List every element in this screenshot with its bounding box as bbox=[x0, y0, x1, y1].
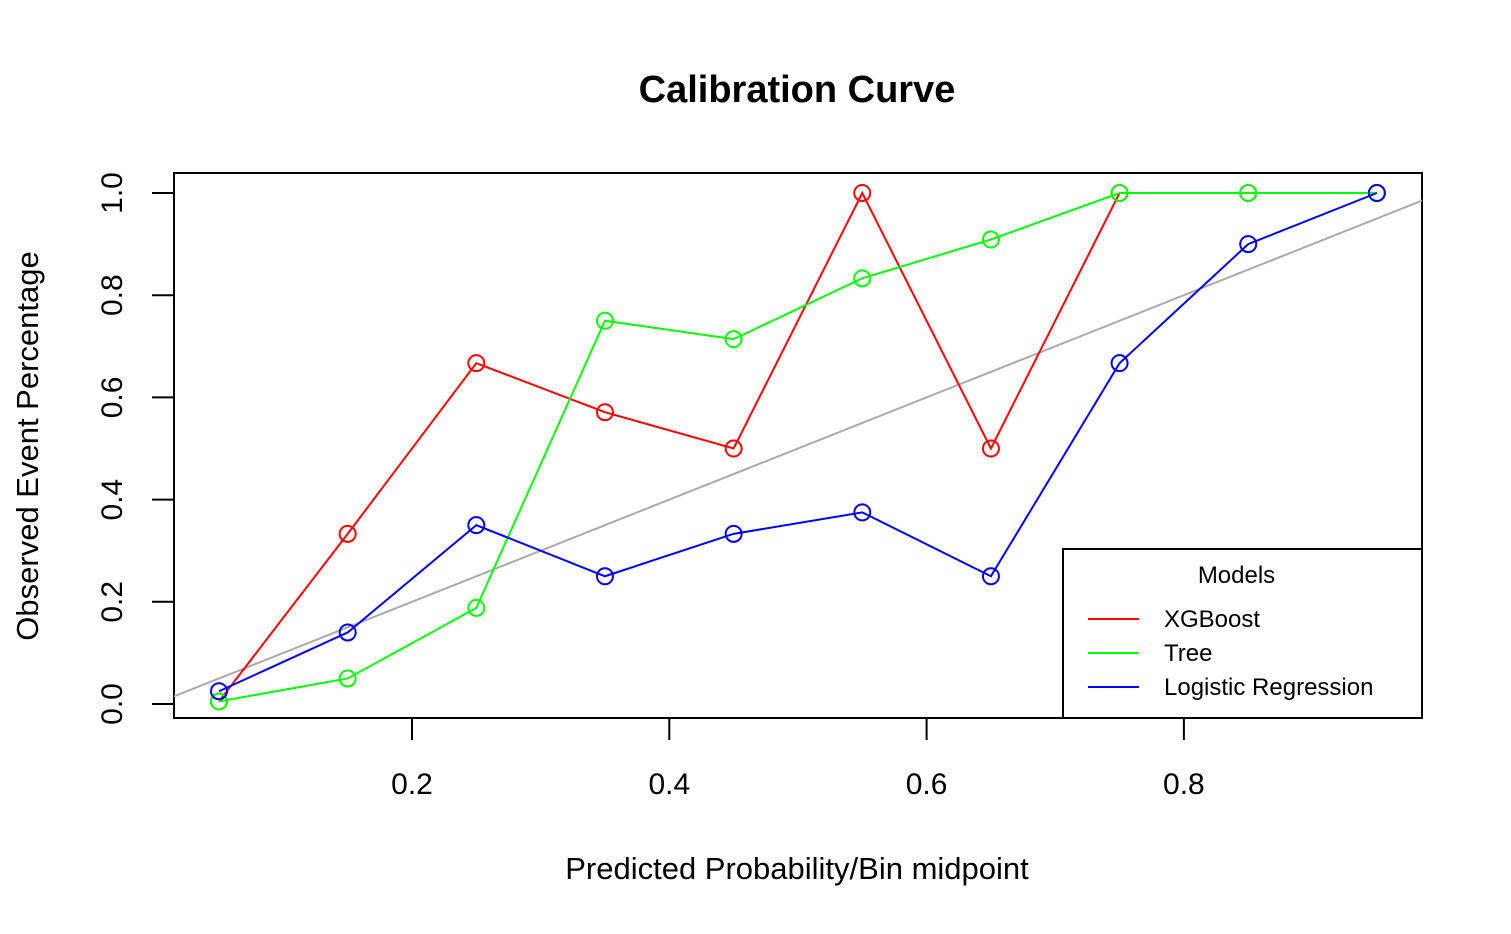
data-point bbox=[595, 567, 614, 586]
data-point bbox=[1110, 354, 1129, 373]
data-point bbox=[1367, 184, 1386, 202]
reference-diagonal-line bbox=[174, 199, 1422, 698]
data-point bbox=[595, 311, 614, 330]
data-point bbox=[981, 230, 1000, 249]
data-point bbox=[210, 692, 229, 711]
y-tick-label: 0.8 bbox=[96, 274, 129, 316]
data-point bbox=[595, 403, 614, 422]
data-point bbox=[210, 682, 229, 701]
y-tick-label: 0.6 bbox=[96, 377, 129, 419]
data-point bbox=[853, 269, 872, 288]
x-tick-label: 0.6 bbox=[906, 768, 948, 801]
y-tick-label: 0.0 bbox=[96, 683, 129, 725]
series-logistic-regression bbox=[210, 184, 1386, 701]
series-line bbox=[218, 192, 1377, 703]
legend: Models XGBoost Tree Logistic Regression bbox=[1062, 548, 1423, 719]
data-point bbox=[853, 184, 872, 202]
legend-entry-label: Logistic Regression bbox=[1164, 674, 1373, 701]
legend-title: Models bbox=[1198, 562, 1275, 589]
y-tick-label: 0.2 bbox=[96, 581, 129, 623]
legend-entry-label: Tree bbox=[1164, 640, 1212, 667]
data-point bbox=[853, 503, 872, 522]
y-tick-label: 0.4 bbox=[96, 479, 129, 521]
data-point bbox=[338, 524, 357, 543]
y-tick-label: 1.0 bbox=[96, 172, 129, 214]
chart-title: Calibration Curve bbox=[639, 69, 956, 111]
x-tick-label: 0.4 bbox=[648, 768, 690, 801]
series-line bbox=[218, 192, 1378, 693]
y-axis-label: Observed Event Percentage bbox=[10, 251, 45, 640]
data-point bbox=[467, 354, 486, 373]
data-point bbox=[981, 439, 1000, 458]
data-point bbox=[467, 598, 486, 617]
x-tick-label: 0.8 bbox=[1163, 768, 1205, 801]
plot-area bbox=[174, 184, 1422, 711]
data-point bbox=[1110, 184, 1129, 202]
data-point bbox=[981, 567, 1000, 586]
data-point bbox=[1239, 235, 1258, 254]
x-axis-label: Predicted Probability/Bin midpoint bbox=[565, 851, 1029, 886]
data-point bbox=[338, 669, 357, 688]
legend-box bbox=[1062, 548, 1423, 719]
data-point bbox=[338, 623, 357, 642]
data-point bbox=[467, 516, 486, 535]
data-point bbox=[724, 439, 743, 458]
x-tick-label: 0.2 bbox=[391, 768, 433, 801]
data-point bbox=[724, 330, 743, 349]
legend-entry-label: XGBoost bbox=[1164, 606, 1260, 633]
plot-frame bbox=[173, 172, 1423, 719]
axes: 0.2 0.4 0.6 0.8 0.0 0.2 0.4 0.6 0.8 1.0 bbox=[96, 172, 1423, 801]
data-point bbox=[1239, 184, 1258, 202]
data-point bbox=[724, 524, 743, 543]
